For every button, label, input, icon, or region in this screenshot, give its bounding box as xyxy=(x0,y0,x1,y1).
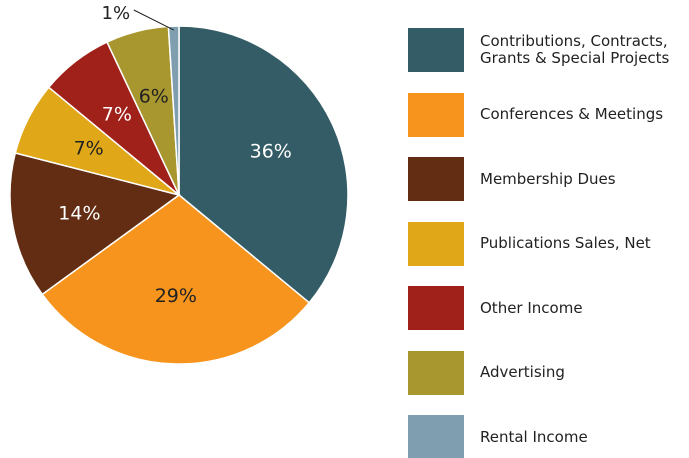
legend-label: Publications Sales, Net xyxy=(480,234,651,252)
legend-label: Contributions, Contracts, Grants & Speci… xyxy=(480,32,670,67)
legend-label: Membership Dues xyxy=(480,169,616,188)
legend-swatch xyxy=(408,157,464,201)
slice-label: 7% xyxy=(102,103,132,125)
legend-swatch xyxy=(408,286,464,330)
slice-label: 6% xyxy=(139,85,169,107)
pie-slice xyxy=(9,152,181,296)
slice-label: 29% xyxy=(155,285,197,307)
leader-line xyxy=(133,9,175,31)
legend-swatch xyxy=(408,415,464,458)
legend-swatch xyxy=(408,350,464,395)
legend-label: Conferences & Meetings xyxy=(480,105,664,123)
legend-label: Other Income xyxy=(480,298,583,317)
legend-label: Rental Income xyxy=(480,427,588,446)
slice-label: 14% xyxy=(58,203,100,225)
legend-swatch xyxy=(408,92,464,137)
slice-label: 36% xyxy=(250,140,292,162)
legend-swatch xyxy=(408,221,464,266)
pie-slice xyxy=(178,25,349,304)
pie-slice xyxy=(41,194,311,365)
legend-swatch xyxy=(408,28,464,72)
slice-label: 7% xyxy=(74,137,104,159)
legend-label: Advertising xyxy=(480,363,565,381)
pie-slice xyxy=(167,25,180,196)
slice-label: 1% xyxy=(102,3,131,24)
